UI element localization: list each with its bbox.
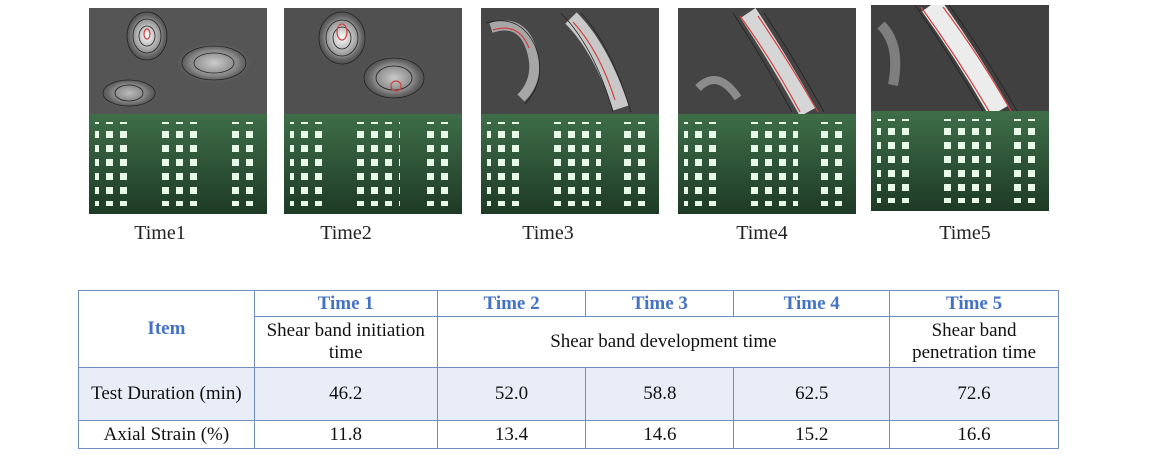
strain-contour-map-time5 xyxy=(871,5,1049,111)
table-cell: 46.2 xyxy=(253,367,438,421)
table-header-row: Item Time 1 Time 2 Time 3 Time 4 Time 5 xyxy=(78,290,1059,368)
time-header: Time 2 xyxy=(436,290,587,317)
table-cell: 72.6 xyxy=(889,367,1059,421)
stage-description: Shear band initiation time xyxy=(253,316,438,368)
table-cell: 15.2 xyxy=(733,420,891,449)
caption-time5: Time5 xyxy=(939,222,991,244)
row-label: Test Duration (min) xyxy=(78,367,255,421)
time-header: Time 4 xyxy=(733,290,891,317)
table-cell: 52.0 xyxy=(436,367,587,421)
stage-description: Shear band development time xyxy=(436,316,891,368)
strain-contour-map-time2 xyxy=(284,8,462,114)
specimen-photo-time3 xyxy=(481,114,659,214)
panel-time5 xyxy=(871,5,1049,211)
specimen-photo-time1 xyxy=(89,114,267,214)
caption-time1: Time1 xyxy=(134,222,186,244)
table-cell: 62.5 xyxy=(733,367,891,421)
table-cell: 13.4 xyxy=(436,420,587,449)
row-label: Axial Strain (%) xyxy=(78,420,255,449)
panel-time4 xyxy=(678,8,856,214)
time-header: Time 1 xyxy=(253,290,438,317)
stage-description-row: Shear band initiation time Shear band de… xyxy=(79,316,1059,368)
stage-description: Shear band penetration time xyxy=(889,316,1059,368)
panel-time3 xyxy=(481,8,659,214)
table-row: Axial Strain (%) 11.8 13.4 14.6 15.2 16.… xyxy=(78,420,1059,449)
strain-contour-map-time3 xyxy=(481,8,659,114)
specimen-photo-time2 xyxy=(284,114,462,214)
table-cell: 58.8 xyxy=(585,367,735,421)
strain-contour-map-time1 xyxy=(89,8,267,114)
shear-band-summary-table: Item Time 1 Time 2 Time 3 Time 4 Time 5 … xyxy=(78,290,1059,449)
panel-time1 xyxy=(89,8,267,214)
specimen-photo-time4 xyxy=(678,114,856,214)
time-header: Time 3 xyxy=(585,290,735,317)
caption-time2: Time2 xyxy=(320,222,372,244)
table-cell: 16.6 xyxy=(889,420,1059,449)
specimen-photo-time5 xyxy=(871,111,1049,211)
strain-contour-map-time4 xyxy=(678,8,856,114)
time-header: Time 5 xyxy=(889,290,1059,317)
table-row: Test Duration (min) 46.2 52.0 58.8 62.5 … xyxy=(78,367,1059,421)
item-header: Item xyxy=(78,290,255,368)
caption-time3: Time3 xyxy=(522,222,574,244)
panel-time2 xyxy=(284,8,462,214)
table-cell: 14.6 xyxy=(585,420,735,449)
caption-time4: Time4 xyxy=(736,222,788,244)
table-cell: 11.8 xyxy=(253,420,438,449)
